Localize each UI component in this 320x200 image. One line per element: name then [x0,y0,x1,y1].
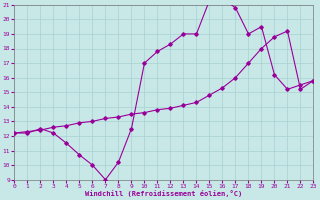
X-axis label: Windchill (Refroidissement éolien,°C): Windchill (Refroidissement éolien,°C) [85,190,243,197]
